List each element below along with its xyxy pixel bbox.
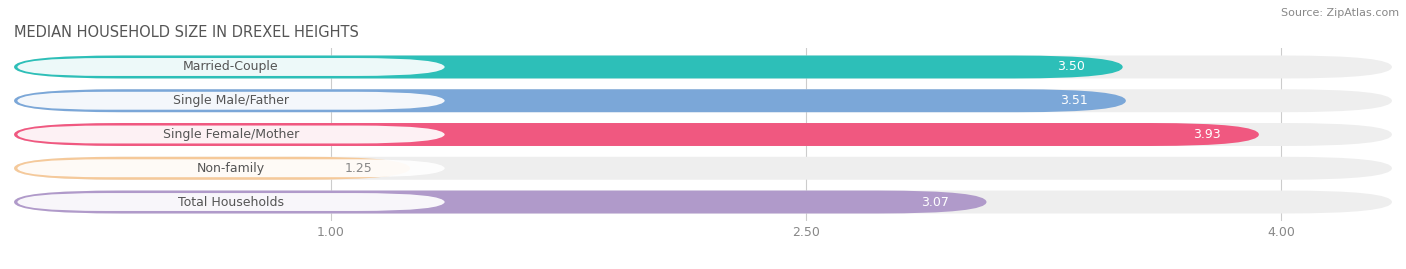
Text: 3.51: 3.51 xyxy=(1060,94,1088,107)
Text: Single Male/Father: Single Male/Father xyxy=(173,94,290,107)
FancyBboxPatch shape xyxy=(17,193,444,211)
Text: 3.07: 3.07 xyxy=(921,196,949,208)
Text: Non-family: Non-family xyxy=(197,162,266,175)
FancyBboxPatch shape xyxy=(17,58,444,76)
FancyBboxPatch shape xyxy=(14,157,411,180)
FancyBboxPatch shape xyxy=(14,190,987,214)
FancyBboxPatch shape xyxy=(14,190,1392,214)
Text: 3.93: 3.93 xyxy=(1194,128,1220,141)
Text: Single Female/Mother: Single Female/Mother xyxy=(163,128,299,141)
FancyBboxPatch shape xyxy=(17,92,444,110)
FancyBboxPatch shape xyxy=(14,55,1123,79)
Text: Married-Couple: Married-Couple xyxy=(183,61,278,73)
FancyBboxPatch shape xyxy=(14,123,1392,146)
FancyBboxPatch shape xyxy=(14,89,1126,112)
FancyBboxPatch shape xyxy=(14,157,1392,180)
FancyBboxPatch shape xyxy=(14,89,1392,112)
FancyBboxPatch shape xyxy=(17,126,444,143)
Text: Total Households: Total Households xyxy=(179,196,284,208)
Text: Source: ZipAtlas.com: Source: ZipAtlas.com xyxy=(1281,8,1399,18)
Text: 3.50: 3.50 xyxy=(1057,61,1084,73)
FancyBboxPatch shape xyxy=(14,55,1392,79)
Text: 1.25: 1.25 xyxy=(344,162,373,175)
Text: MEDIAN HOUSEHOLD SIZE IN DREXEL HEIGHTS: MEDIAN HOUSEHOLD SIZE IN DREXEL HEIGHTS xyxy=(14,25,359,40)
FancyBboxPatch shape xyxy=(17,159,444,177)
FancyBboxPatch shape xyxy=(14,123,1258,146)
